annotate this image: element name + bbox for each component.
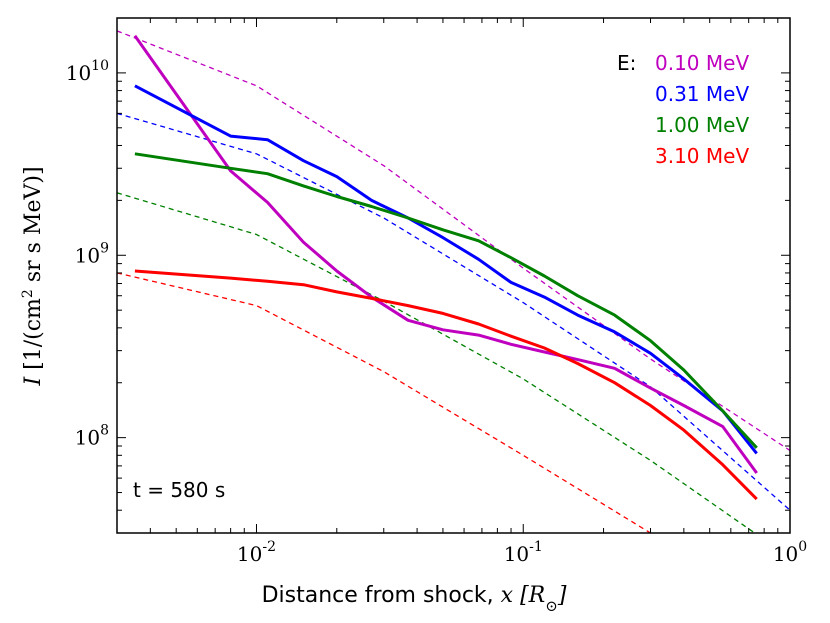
legend-entry-0-31-mev: 0.31 MeV bbox=[655, 82, 749, 106]
model-curve-0-31-mev bbox=[117, 112, 790, 511]
data-curves bbox=[133, 34, 758, 501]
series-line-1-00-mev bbox=[134, 152, 758, 449]
model-curves bbox=[117, 30, 790, 533]
legend-title: E: bbox=[617, 51, 636, 75]
x-tick-label: 10-1 bbox=[504, 539, 543, 566]
plot-frame bbox=[116, 17, 791, 534]
series-line-3-10-mev bbox=[134, 269, 758, 501]
y-tick-label: 108 bbox=[75, 423, 109, 450]
model-curve-0-10-mev bbox=[117, 30, 790, 452]
x-axis-label: Distance from shock, x [R⊙] bbox=[262, 583, 567, 615]
series-line-0-31-mev bbox=[134, 84, 758, 455]
legend: 0.10 MeV 0.31 MeV 1.00 MeV 3.10 MeV bbox=[655, 51, 749, 168]
x-tick-label: 100 bbox=[773, 539, 807, 566]
series-line-0-10-mev bbox=[133, 34, 758, 474]
model-curve-1-00-mev bbox=[117, 192, 756, 533]
y-axis-label: I [1/(cm2 sr s MeV)] bbox=[20, 166, 46, 386]
axis-ticks: 10-2 10-1 100 108 109 1010 bbox=[66, 17, 807, 566]
legend-entry-1-00-mev: 1.00 MeV bbox=[655, 113, 749, 137]
x-tick-label: 10-2 bbox=[237, 539, 276, 566]
y-tick-label: 109 bbox=[75, 240, 109, 267]
legend-entry-0-10-mev: 0.10 MeV bbox=[655, 51, 749, 75]
legend-entry-3-10-mev: 3.10 MeV bbox=[655, 144, 749, 168]
model-curve-3-10-mev bbox=[117, 272, 652, 533]
y-tick-label: 1010 bbox=[66, 58, 109, 85]
annotation-time: t = 580 s bbox=[133, 478, 225, 502]
